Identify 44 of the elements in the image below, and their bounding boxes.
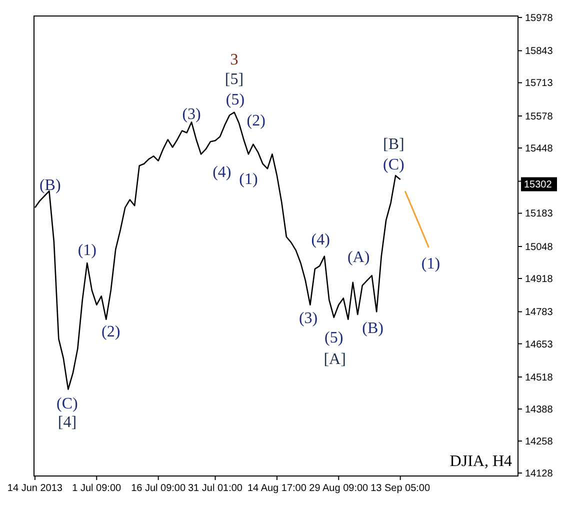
y-tick-label: 15048 (525, 242, 554, 253)
y-tick-label: 15578 (525, 111, 554, 122)
x-tick-label: 16 Jul 09:00 (131, 483, 186, 494)
annotation: (3) (298, 310, 318, 328)
y-tick-label: 14258 (525, 436, 554, 448)
y-tick-label: 15843 (525, 46, 554, 58)
annotation: (A) (347, 248, 370, 266)
x-tick-label: 31 Jul 01:00 (188, 483, 243, 494)
annotation: (4) (311, 231, 330, 248)
annotation: (C) (383, 156, 404, 174)
annotation: (1) (239, 171, 258, 188)
annotation: (4) (212, 164, 232, 182)
y-tick-label: 15448 (525, 143, 554, 154)
x-tick-label: 14 Aug 17:00 (247, 483, 307, 494)
annotation: (1) (421, 256, 440, 273)
x-tick-label: 1 Jul 09:00 (72, 483, 122, 494)
y-tick-label: 15183 (525, 208, 554, 220)
annotation: (B) (39, 176, 61, 194)
annotation: (C) (56, 396, 78, 413)
annotation: (2) (102, 324, 120, 341)
x-tick-label: 29 Aug 09:00 (309, 483, 369, 494)
annotation: (5) (226, 91, 245, 108)
annotation: (1) (78, 242, 96, 260)
annotation: [B] (383, 136, 404, 153)
y-tick-label: 14783 (525, 307, 554, 318)
text: 15302 (524, 180, 552, 191)
annotation: [5] (224, 70, 244, 88)
annotation: [A] (324, 350, 346, 368)
annotation: 3 (230, 51, 238, 68)
y-tick-label: 15713 (525, 78, 554, 90)
y-tick-label: 15978 (525, 12, 554, 24)
annotation: (2) (246, 112, 266, 130)
y-tick-label: 14653 (525, 339, 554, 350)
annotation: (5) (324, 330, 344, 347)
y-tick-label: 14388 (525, 404, 554, 416)
x-tick-label: 14 Jun 2013 (7, 483, 63, 494)
y-tick-label: 14128 (525, 468, 554, 480)
annotation: [4] (58, 414, 77, 432)
x-tick-label: 13 Sep 05:00 (370, 483, 431, 494)
annotation: (B) (362, 320, 384, 337)
y-tick-label: 14918 (525, 274, 554, 286)
y-tick-label: 14518 (525, 372, 554, 384)
annotation: (3) (182, 106, 201, 123)
annotation: DJIA, H4 (450, 453, 512, 470)
